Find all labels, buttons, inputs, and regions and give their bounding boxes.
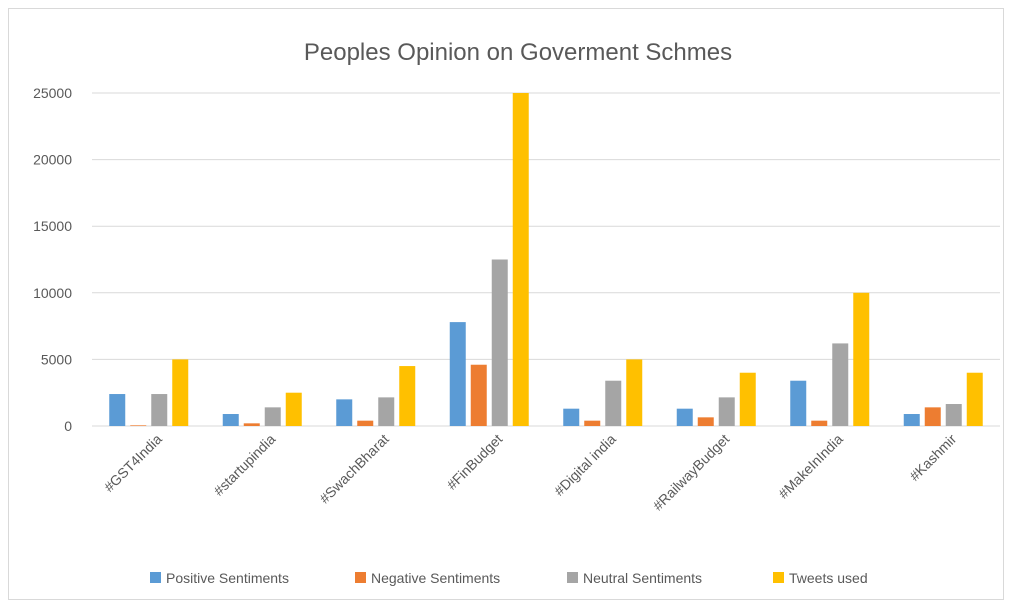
x-tick-label: #SwachBharat	[316, 431, 392, 507]
bar-tweets-used	[853, 292, 870, 426]
bar-tweets-used	[172, 359, 189, 426]
bar-neutral-sentiments	[832, 343, 849, 426]
x-axis: #GST4India #startupindia #SwachBharat #FinB…	[101, 431, 960, 514]
legend-label: Neutral Sentiments	[583, 570, 702, 586]
bar-neutral-sentiments	[718, 397, 735, 426]
bar-negative-sentiments	[697, 417, 714, 426]
x-tick-label: #GST4India	[101, 431, 165, 495]
bar-negative-sentiments	[243, 423, 260, 426]
bar-positive-sentiments	[449, 322, 466, 426]
bars	[109, 93, 983, 426]
bar-negative-sentiments	[924, 407, 941, 426]
bar-negative-sentiments	[470, 364, 487, 426]
bar-tweets-used	[739, 372, 756, 426]
x-tick-label: #FinBudget	[443, 431, 505, 493]
chart-title: Peoples Opinion on Goverment Schmes	[304, 39, 732, 66]
bar-neutral-sentiments	[605, 380, 622, 426]
y-tick-label: 25000	[33, 85, 72, 101]
x-tick-label: #Digital india	[551, 431, 619, 499]
bar-positive-sentiments	[563, 408, 580, 426]
bar-neutral-sentiments	[945, 404, 962, 426]
legend-label: Positive Sentiments	[166, 570, 289, 586]
legend-swatch	[355, 572, 366, 583]
legend-label: Negative Sentiments	[371, 570, 500, 586]
y-tick-label: 5000	[41, 351, 72, 367]
legend-item[interactable]: Negative Sentiments	[355, 570, 500, 586]
legend-label: Tweets used	[789, 570, 868, 586]
legend-swatch	[567, 572, 578, 583]
bar-positive-sentiments	[790, 380, 807, 426]
bar-neutral-sentiments	[491, 259, 508, 426]
y-tick-label: 0	[64, 418, 72, 434]
legend-swatch	[773, 572, 784, 583]
x-tick-label: #RailwayBudget	[650, 431, 733, 514]
bar-negative-sentiments	[357, 420, 374, 426]
bar-neutral-sentiments	[264, 407, 281, 426]
bar-positive-sentiments	[676, 408, 693, 426]
y-tick-label: 15000	[33, 218, 72, 234]
x-tick-label: #MakeInIndia	[775, 431, 846, 502]
legend-item[interactable]: Positive Sentiments	[150, 570, 289, 586]
bar-tweets-used	[626, 359, 643, 426]
bar-positive-sentiments	[222, 414, 239, 426]
y-tick-label: 10000	[33, 285, 72, 301]
gridlines	[92, 92, 1000, 427]
legend-swatch	[150, 572, 161, 583]
x-tick-label: #startupindia	[210, 431, 278, 499]
bar-tweets-used	[512, 93, 529, 426]
x-tick-label: #Kashmir	[906, 431, 959, 484]
legend-item[interactable]: Tweets used	[773, 570, 868, 586]
bar-neutral-sentiments	[378, 397, 395, 426]
bar-tweets-used	[399, 366, 416, 426]
legend-item[interactable]: Neutral Sentiments	[567, 570, 702, 586]
y-axis: 0 5000 10000 15000 20000 25000	[33, 85, 72, 434]
bar-positive-sentiments	[109, 394, 126, 426]
y-tick-label: 20000	[33, 152, 72, 168]
bar-neutral-sentiments	[151, 394, 168, 426]
bar-positive-sentiments	[336, 399, 353, 426]
bar-positive-sentiments	[903, 414, 920, 426]
bar-negative-sentiments	[584, 420, 601, 426]
bar-tweets-used	[285, 392, 302, 426]
bar-negative-sentiments	[130, 425, 147, 426]
bar-negative-sentiments	[811, 420, 828, 426]
bar-tweets-used	[966, 372, 983, 426]
legend[interactable]: Positive Sentiments Negative Sentiments Ne…	[150, 570, 868, 586]
